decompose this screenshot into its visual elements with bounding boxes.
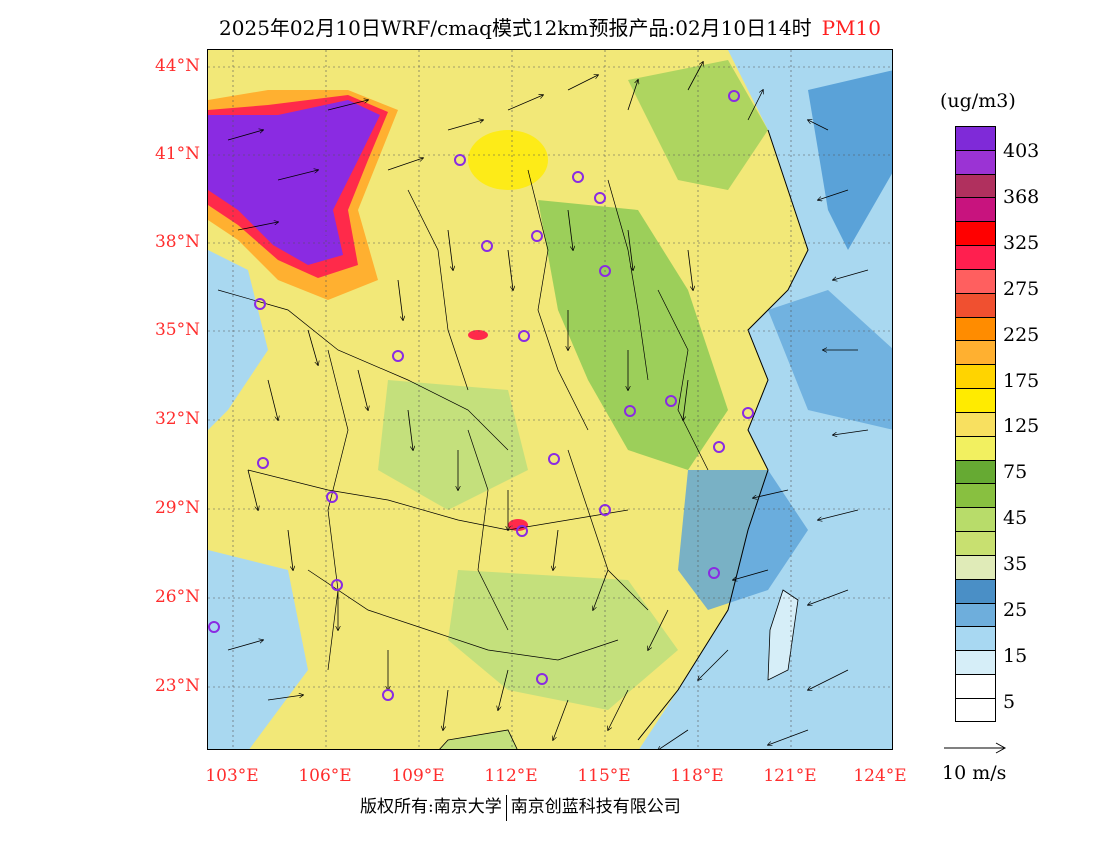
lon-label: 115°E (577, 766, 631, 786)
colorbar-label: 175 (1003, 370, 1040, 392)
wind-vectors (227, 62, 869, 749)
coastline (637, 129, 809, 741)
red-hotspot (508, 519, 528, 531)
city-markers (208, 90, 754, 701)
colorbar-swatch (956, 317, 995, 342)
blue-patch-yellow-sea (768, 290, 892, 430)
wind-reference-label: 10 m/s (942, 762, 1007, 784)
colorbar-swatch (956, 555, 995, 580)
colorbar-swatch (956, 174, 995, 199)
colorbar-label: 15 (1003, 645, 1028, 667)
red-hotspot-2 (468, 330, 488, 340)
colorbar-swatch (956, 603, 995, 628)
lat-label: 44°N (154, 56, 200, 76)
green-patch-central (378, 380, 528, 510)
colorbar-swatch (956, 579, 995, 604)
colorbar-label: 75 (1003, 461, 1028, 483)
colorbar-label: 225 (1003, 324, 1040, 346)
colorbar-swatch (956, 198, 995, 223)
map-canvas (208, 50, 892, 749)
colorbar-swatch (956, 675, 995, 699)
title-text: 2025年02月10日WRF/cmaq模式12km预报产品:02月10日14时 (219, 16, 812, 40)
blue-patch-southwest (208, 550, 308, 749)
taiwan-island (767, 589, 799, 681)
wind-reference-arrow-icon (944, 742, 1007, 754)
colorbar-label: 25 (1003, 599, 1028, 621)
copyright-footer: 版权所有:南京大学 南京创蓝科技有限公司 (360, 792, 681, 821)
lon-label: 106°E (298, 766, 352, 786)
colorbar-swatch (956, 246, 995, 270)
heavy-zone (208, 100, 380, 265)
lat-label: 26°N (154, 587, 200, 607)
colorbar-swatch (956, 484, 995, 509)
colorbar-label: 5 (1003, 691, 1016, 713)
colorbar-label: 403 (1003, 140, 1040, 162)
colorbar-label: 275 (1003, 278, 1040, 300)
lon-label: 124°E (853, 766, 907, 786)
colorbar-swatch (956, 532, 995, 556)
forecast-map (207, 49, 893, 750)
colorbar (955, 126, 996, 722)
colorbar-swatch (956, 127, 995, 151)
copyright-right: 南京创蓝科技有限公司 (510, 797, 681, 817)
lat-label: 29°N (154, 498, 200, 518)
blue-patch-southeast (678, 470, 808, 610)
colorbar-swatch (956, 222, 995, 247)
green-belt-east (538, 200, 728, 470)
lon-label: 112°E (484, 766, 538, 786)
blue-patch-west (208, 250, 268, 430)
colorbar-label: 325 (1003, 232, 1040, 254)
lat-label: 41°N (154, 144, 200, 164)
lon-label: 121°E (763, 766, 817, 786)
colorbar-swatch (956, 651, 995, 676)
colorbar-swatch (956, 389, 995, 413)
colorbar-swatch (956, 269, 995, 294)
blue-patch-ne (808, 70, 892, 250)
colorbar-swatch (956, 436, 995, 461)
yellow-hotspot (468, 130, 548, 190)
colorbar-swatch (956, 627, 995, 652)
map-title: 2025年02月10日WRF/cmaq模式12km预报产品:02月10日14时 P… (0, 12, 1100, 41)
lon-label: 118°E (670, 766, 724, 786)
graticule (208, 50, 892, 749)
colorbar-swatch (956, 150, 995, 175)
copyright-left: 版权所有:南京大学 (360, 797, 502, 817)
colorbar-swatch (956, 508, 995, 533)
colorbar-swatch (956, 341, 995, 366)
colorbar-swatch (956, 293, 995, 318)
colorbar-unit: (ug/m3) (940, 90, 1016, 112)
colorbar-label: 368 (1003, 186, 1040, 208)
colorbar-label: 35 (1003, 553, 1028, 575)
colorbar-label: 125 (1003, 415, 1040, 437)
lon-label: 109°E (391, 766, 445, 786)
lat-label: 23°N (154, 676, 200, 696)
hainan-island (439, 729, 518, 749)
colorbar-swatch (956, 365, 995, 390)
green-patch-south (448, 570, 678, 710)
lat-label: 32°N (154, 409, 200, 429)
footer-divider (505, 794, 507, 821)
province-borders (217, 169, 709, 671)
lon-label: 103°E (205, 766, 259, 786)
sea-area (639, 50, 892, 749)
pollutant-label: PM10 (821, 16, 881, 40)
colorbar-label: 45 (1003, 507, 1028, 529)
colorbar-swatch (956, 460, 995, 485)
lat-label: 38°N (154, 232, 200, 252)
colorbar-swatch (956, 412, 995, 437)
lat-label: 35°N (154, 320, 200, 340)
